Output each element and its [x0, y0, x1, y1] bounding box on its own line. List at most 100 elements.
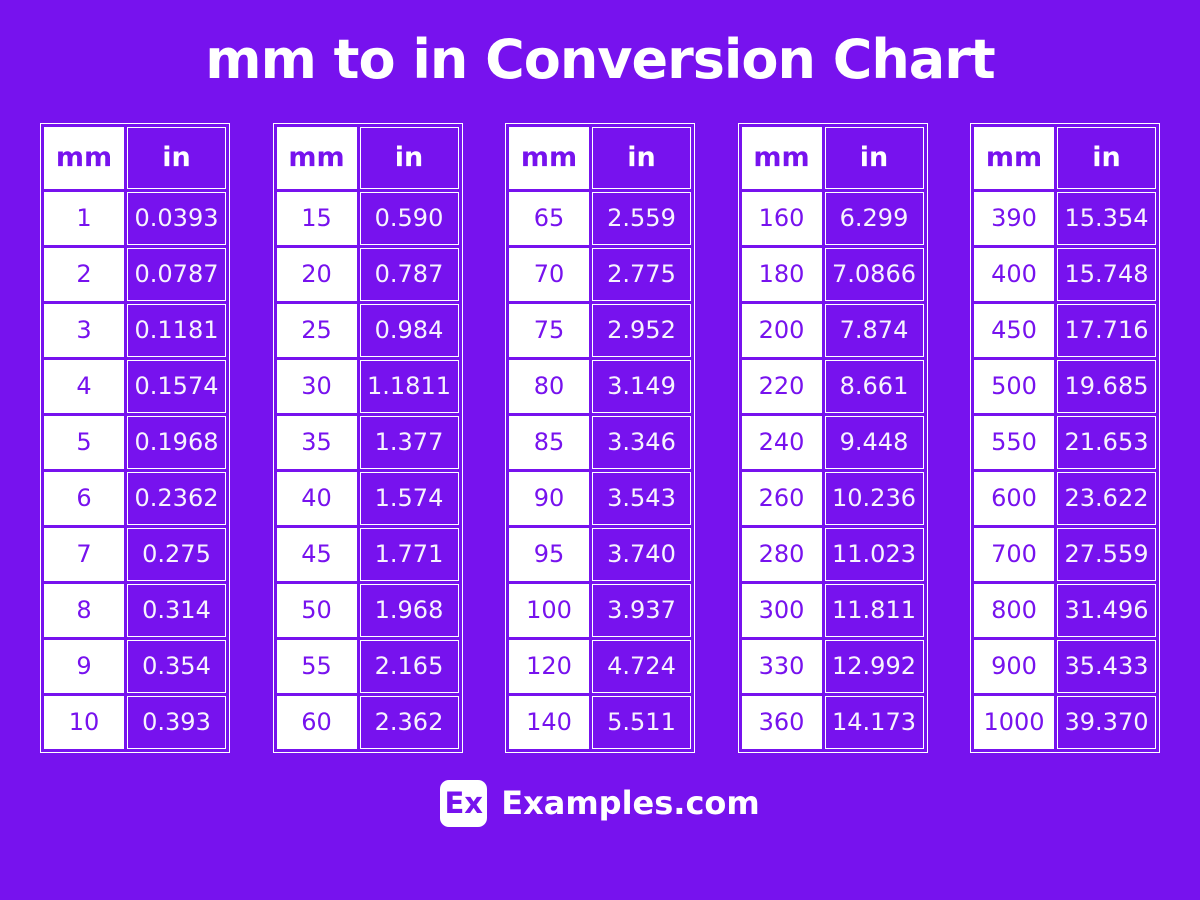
- in-value: 2.362: [359, 695, 459, 749]
- in-value: 0.393: [127, 695, 226, 749]
- site-name: Examples.com: [501, 784, 760, 823]
- in-value: 12.992: [824, 639, 924, 693]
- in-value: 27.559: [1057, 527, 1156, 581]
- in-value: 0.0393: [127, 191, 226, 245]
- in-value: 2.165: [359, 639, 459, 693]
- table-row: 60 2.362: [276, 695, 459, 749]
- in-value: 8.661: [824, 359, 924, 413]
- mm-column-header: mm: [44, 126, 124, 189]
- table-row: 1000 39.370: [974, 695, 1156, 749]
- table-row: 7 0.275: [44, 527, 226, 581]
- table-row: 1 0.0393: [44, 191, 226, 245]
- in-value: 0.275: [127, 527, 226, 581]
- table-row: 220 8.661: [741, 359, 924, 413]
- in-value: 1.1811: [359, 359, 459, 413]
- mm-value: 65: [509, 191, 589, 245]
- in-value: 0.354: [127, 639, 226, 693]
- in-value: 21.653: [1057, 415, 1156, 469]
- mm-value: 10: [44, 695, 124, 749]
- mm-value: 280: [741, 527, 822, 581]
- mm-value: 40: [276, 471, 357, 525]
- mm-value: 50: [276, 583, 357, 637]
- table-row: 260 10.236: [741, 471, 924, 525]
- mm-column-header: mm: [741, 126, 822, 189]
- table-row: 240 9.448: [741, 415, 924, 469]
- mm-value: 45: [276, 527, 357, 581]
- mm-column-header: mm: [974, 126, 1054, 189]
- tables-row: mm in 1 0.0393 2 0.0787 3 0.1181 4 0.1574 5 0.1968 6…: [0, 122, 1200, 753]
- mm-value: 25: [276, 303, 357, 357]
- in-value: 7.874: [824, 303, 924, 357]
- in-value: 1.771: [359, 527, 459, 581]
- mm-value: 100: [509, 583, 589, 637]
- in-value: 4.724: [592, 639, 691, 693]
- in-column-header: in: [359, 126, 459, 189]
- mm-column-header: mm: [509, 126, 589, 189]
- mm-value: 900: [974, 639, 1054, 693]
- table-row: 390 15.354: [974, 191, 1156, 245]
- in-value: 23.622: [1057, 471, 1156, 525]
- mm-value: 220: [741, 359, 822, 413]
- mm-value: 360: [741, 695, 822, 749]
- mm-value: 70: [509, 247, 589, 301]
- mm-value: 75: [509, 303, 589, 357]
- table-row: 700 27.559: [974, 527, 1156, 581]
- in-value: 1.968: [359, 583, 459, 637]
- conversion-table-5: mm in 390 15.354 400 15.748 450 17.716 500 19.685…: [970, 122, 1160, 753]
- table-row: 15 0.590: [276, 191, 459, 245]
- in-value: 11.023: [824, 527, 924, 581]
- table-row: 85 3.346: [509, 415, 691, 469]
- in-value: 11.811: [824, 583, 924, 637]
- in-value: 3.937: [592, 583, 691, 637]
- table-row: 9 0.354: [44, 639, 226, 693]
- header-row: mm in: [276, 126, 459, 189]
- header-row: mm in: [44, 126, 226, 189]
- mm-value: 7: [44, 527, 124, 581]
- in-value: 15.748: [1057, 247, 1156, 301]
- table-row: 450 17.716: [974, 303, 1156, 357]
- mm-value: 160: [741, 191, 822, 245]
- in-value: 6.299: [824, 191, 924, 245]
- mm-value: 15: [276, 191, 357, 245]
- table-row: 2 0.0787: [44, 247, 226, 301]
- table-row: 6 0.2362: [44, 471, 226, 525]
- table-row: 900 35.433: [974, 639, 1156, 693]
- mm-value: 95: [509, 527, 589, 581]
- table-row: 95 3.740: [509, 527, 691, 581]
- in-value: 14.173: [824, 695, 924, 749]
- table-row: 30 1.1811: [276, 359, 459, 413]
- table-row: 55 2.165: [276, 639, 459, 693]
- mm-value: 1: [44, 191, 124, 245]
- in-value: 2.775: [592, 247, 691, 301]
- in-value: 2.952: [592, 303, 691, 357]
- mm-value: 6: [44, 471, 124, 525]
- mm-value: 240: [741, 415, 822, 469]
- mm-value: 550: [974, 415, 1054, 469]
- conversion-table-1: mm in 1 0.0393 2 0.0787 3 0.1181 4 0.1574 5 0.1968 6…: [40, 122, 230, 753]
- table-row: 120 4.724: [509, 639, 691, 693]
- in-value: 39.370: [1057, 695, 1156, 749]
- mm-value: 60: [276, 695, 357, 749]
- table-row: 3 0.1181: [44, 303, 226, 357]
- in-value: 1.377: [359, 415, 459, 469]
- conversion-table-4: mm in 160 6.299 180 7.0866 200 7.874 220 8.661 240…: [737, 122, 928, 753]
- mm-value: 35: [276, 415, 357, 469]
- mm-value: 80: [509, 359, 589, 413]
- table-row: 80 3.149: [509, 359, 691, 413]
- in-column-header: in: [824, 126, 924, 189]
- mm-value: 330: [741, 639, 822, 693]
- table-row: 65 2.559: [509, 191, 691, 245]
- in-value: 17.716: [1057, 303, 1156, 357]
- mm-value: 400: [974, 247, 1054, 301]
- table-row: 45 1.771: [276, 527, 459, 581]
- in-value: 35.433: [1057, 639, 1156, 693]
- examples-logo-icon: Ex: [440, 779, 488, 827]
- header-row: mm in: [741, 126, 924, 189]
- table-row: 8 0.314: [44, 583, 226, 637]
- mm-value: 8: [44, 583, 124, 637]
- in-value: 0.314: [127, 583, 226, 637]
- in-value: 9.448: [824, 415, 924, 469]
- mm-value: 1000: [974, 695, 1054, 749]
- mm-column-header: mm: [276, 126, 357, 189]
- mm-value: 390: [974, 191, 1054, 245]
